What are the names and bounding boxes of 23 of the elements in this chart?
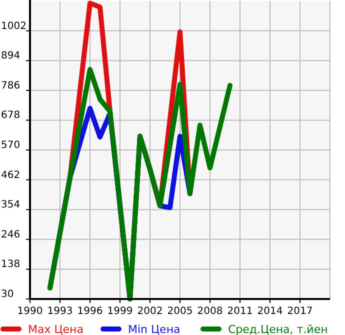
x-tick-label: 2005 — [167, 306, 193, 317]
x-tick-label: 1996 — [77, 306, 103, 317]
y-tick-label: 354 — [1, 200, 20, 211]
y-tick-label: 786 — [1, 80, 20, 92]
x-tick-label: 1999 — [107, 306, 133, 317]
x-tick-label: 2017 — [287, 306, 313, 317]
x-tick-label: 1993 — [47, 306, 73, 317]
y-tick-label: 678 — [1, 110, 20, 122]
y-tick-label: 138 — [1, 259, 20, 270]
x-tick-label: 2014 — [257, 306, 283, 317]
y-tick-label: 894 — [1, 50, 20, 62]
legend-label: Min Цена — [128, 323, 180, 335]
x-tick-label: 2011 — [227, 306, 253, 317]
y-tick-label: 30 — [1, 289, 14, 300]
legend-label: Сред.Цена, т.йен — [228, 323, 328, 335]
y-tick-label: 246 — [1, 229, 20, 240]
y-tick-label: 570 — [1, 140, 20, 151]
y-tick-label: 462 — [1, 170, 20, 181]
y-tick-label: 1002 — [1, 20, 26, 32]
legend-label: Max Цена — [28, 323, 84, 335]
x-tick-label: 2008 — [197, 306, 223, 317]
x-tick-label: 1990 — [17, 306, 43, 317]
x-tick-label: 2002 — [137, 306, 163, 317]
